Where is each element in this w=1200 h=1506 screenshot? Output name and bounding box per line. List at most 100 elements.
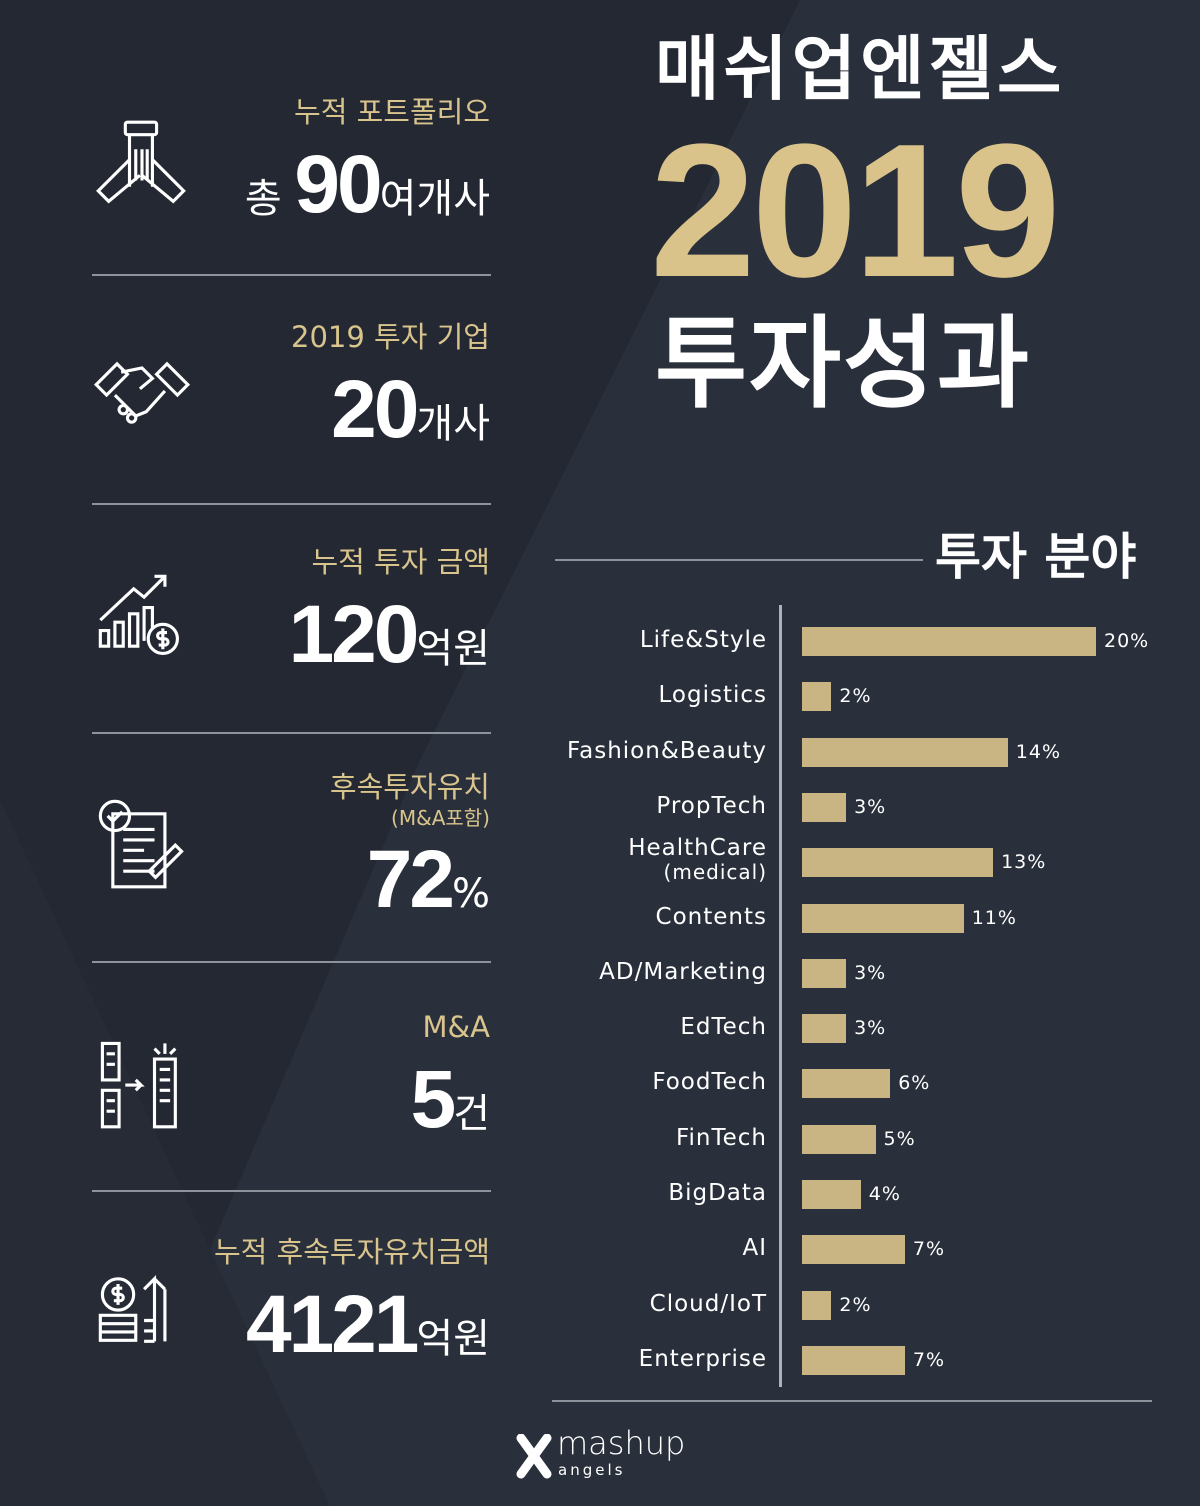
chart-title: 투자 분야 bbox=[935, 528, 1137, 586]
stat-unit: 건 bbox=[453, 1091, 490, 1137]
stat-unit: 개사 bbox=[416, 401, 490, 447]
logo-text: mashup bbox=[557, 1424, 686, 1462]
year-title: 2019 bbox=[650, 105, 1061, 317]
stat-unit: 여개사 bbox=[379, 176, 490, 222]
bar-enterprise bbox=[802, 1345, 905, 1375]
stat-unit: 억원 bbox=[416, 626, 490, 672]
stat-value: 20개사 bbox=[331, 364, 490, 455]
handshake-icon bbox=[93, 361, 191, 424]
stat-number: 20 bbox=[331, 364, 419, 455]
brand-title: 매쉬업엔젤스 bbox=[655, 28, 1066, 110]
bar-contents bbox=[802, 903, 964, 933]
stat-divider bbox=[92, 274, 491, 276]
stat-number: 5 bbox=[410, 1054, 457, 1145]
category-label: Enterprise bbox=[638, 1345, 767, 1372]
stat-unit: 억원 bbox=[416, 1316, 490, 1362]
category-name: FinTech bbox=[675, 1124, 767, 1151]
stat-number: 4121 bbox=[245, 1279, 419, 1370]
category-name: PropTech bbox=[656, 792, 767, 819]
logo-subtext: angels bbox=[558, 1461, 626, 1479]
stat-unit: % bbox=[451, 871, 490, 917]
category-name: HealthCare bbox=[628, 835, 767, 862]
bar-value-label: 4% bbox=[868, 1183, 901, 1205]
category-label: AD/Marketing bbox=[599, 959, 767, 985]
bar-foodtech bbox=[802, 1069, 891, 1099]
stat-label: 누적 투자 금액 bbox=[311, 545, 490, 579]
page-subtitle: 투자성과 bbox=[655, 305, 1031, 422]
category-label: AI bbox=[742, 1236, 767, 1261]
stat-label: 2019 투자 기업 bbox=[291, 320, 490, 354]
stat-number: 90 bbox=[294, 139, 382, 230]
category-label: FinTech bbox=[675, 1124, 767, 1151]
stat-value: 72% bbox=[366, 834, 490, 925]
category-name: Contents bbox=[655, 903, 767, 930]
document-check-icon bbox=[98, 799, 184, 889]
bar-value-label: 3% bbox=[854, 795, 887, 818]
bar-logistics bbox=[802, 682, 832, 712]
x-logo-icon bbox=[516, 1434, 552, 1479]
stat-label: 누적 후속투자유치금액 bbox=[213, 1235, 490, 1269]
category-label: Life&Style bbox=[639, 627, 767, 653]
stat-label: 누적 포트폴리오 bbox=[294, 95, 490, 129]
bar-value-label: 2% bbox=[839, 685, 872, 708]
category-name: Enterprise bbox=[638, 1345, 767, 1372]
bar-ai bbox=[802, 1235, 905, 1265]
stat-divider bbox=[92, 732, 491, 734]
bar-healthcare bbox=[802, 848, 994, 878]
category-name: BigData bbox=[668, 1180, 767, 1206]
bar-bigdata bbox=[802, 1180, 861, 1209]
category-name: Fashion&Beauty bbox=[567, 737, 767, 764]
category-name: Cloud/IoT bbox=[649, 1290, 767, 1317]
mashup-angels-logo: mashup angels bbox=[515, 1425, 695, 1482]
stat-number: 72 bbox=[366, 834, 455, 925]
chart-axis bbox=[779, 605, 782, 1387]
stat-label: 후속투자유치 bbox=[329, 770, 490, 804]
stat-divider bbox=[92, 1190, 491, 1192]
bar-proptech bbox=[802, 792, 847, 822]
coins-arrow-up-icon bbox=[98, 1275, 167, 1343]
chart-bottom-divider bbox=[552, 1400, 1152, 1402]
category-label: PropTech bbox=[656, 792, 767, 819]
category-label: BigData bbox=[668, 1180, 767, 1206]
category-sublabel: (medical) bbox=[663, 860, 767, 885]
category-label: Contents bbox=[655, 903, 767, 930]
bar-value-label: 20% bbox=[1104, 630, 1150, 652]
stat-value: 총 90여개사 bbox=[244, 139, 490, 230]
bar-fashion-beauty bbox=[802, 737, 1008, 767]
stat-label: M&A bbox=[422, 1010, 490, 1044]
bar-value-label: 14% bbox=[1015, 740, 1062, 763]
bar-value-label: 6% bbox=[898, 1072, 931, 1095]
bar-value-label: 11% bbox=[971, 906, 1017, 929]
bar-cloud-iot bbox=[802, 1290, 832, 1320]
stat-value: 5건 bbox=[410, 1054, 490, 1145]
category-label: FoodTech bbox=[652, 1070, 767, 1095]
category-name: FoodTech bbox=[652, 1069, 767, 1096]
stat-sublabel: (M&A포함) bbox=[391, 806, 490, 830]
bar-ad-marketing bbox=[802, 958, 847, 988]
stat-value: 120억원 bbox=[288, 589, 490, 680]
category-label: HealthCare (medical) bbox=[628, 835, 767, 885]
bar-value-label: 7% bbox=[912, 1238, 946, 1261]
stat-value: 4121억원 bbox=[245, 1279, 490, 1370]
category-name: AI bbox=[742, 1235, 767, 1262]
growth-chart-dollar-icon bbox=[98, 574, 179, 655]
bar-value-label: 13% bbox=[1001, 851, 1047, 874]
category-name: Life&Style bbox=[639, 627, 767, 653]
stat-divider bbox=[92, 503, 491, 505]
category-label: Cloud/IoT bbox=[649, 1290, 767, 1317]
bar-edtech bbox=[802, 1014, 847, 1044]
bar-value-label: 7% bbox=[912, 1348, 946, 1371]
category-label: Fashion&Beauty bbox=[567, 737, 767, 764]
bar-value-label: 3% bbox=[854, 961, 887, 984]
stat-prefix: 총 bbox=[244, 176, 295, 222]
bar-value-label: 3% bbox=[854, 1017, 887, 1040]
bar-fintech bbox=[802, 1124, 876, 1154]
buildings-merge-icon bbox=[100, 1041, 177, 1129]
stat-number: 120 bbox=[288, 589, 420, 680]
bar-life-style bbox=[802, 627, 1096, 656]
bar-value-label: 2% bbox=[839, 1293, 872, 1316]
hands-together-icon bbox=[96, 120, 186, 204]
bar-value-label: 5% bbox=[883, 1127, 916, 1150]
category-label: Logistics bbox=[659, 683, 768, 708]
